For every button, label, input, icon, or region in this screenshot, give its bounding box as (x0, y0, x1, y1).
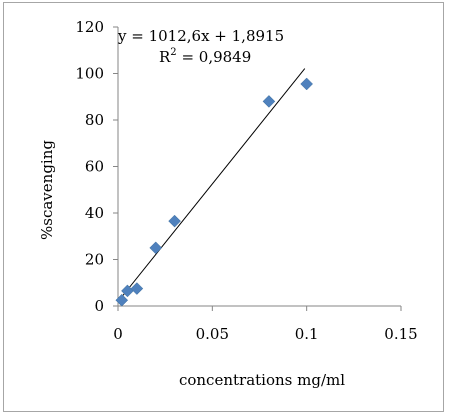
data-point (168, 214, 181, 228)
data-point (300, 77, 314, 91)
trendline-equation: y = 1012,6x + 1,8915 (117, 27, 284, 45)
y-tick-label: 100 (75, 65, 104, 83)
trendline (117, 68, 306, 302)
y-axis: 0 20 40 60 80 100 120 (75, 18, 119, 315)
x-tick-label: 0.05 (196, 325, 229, 343)
y-tick-label: 80 (85, 111, 104, 129)
y-tick-label: 40 (85, 204, 104, 222)
x-axis: 0 0.05 0.1 0.15 (113, 305, 418, 343)
x-tick-label: 0.1 (295, 325, 319, 343)
r-squared-label: R2 = 0,9849 (159, 47, 251, 66)
y-tick-label: 120 (75, 18, 104, 36)
r-squared-exponent: 2 (170, 47, 176, 58)
x-tick-label: 0.15 (384, 325, 417, 343)
y-tick-label: 60 (85, 158, 104, 176)
data-points (115, 77, 314, 307)
y-tick-label: 20 (85, 251, 104, 269)
data-point (115, 293, 129, 307)
r-squared-prefix: R (159, 48, 171, 66)
r-squared-value: = 0,9849 (177, 48, 252, 66)
data-point (149, 241, 163, 255)
x-axis-title: concentrations mg/ml (179, 371, 345, 389)
x-tick-label: 0 (113, 325, 123, 343)
data-point (130, 282, 144, 295)
chart-frame (3, 2, 444, 412)
data-point (262, 95, 276, 108)
y-tick-label: 0 (94, 297, 104, 315)
y-axis-title: %scavenging (38, 140, 56, 240)
trendline-group (117, 68, 306, 302)
